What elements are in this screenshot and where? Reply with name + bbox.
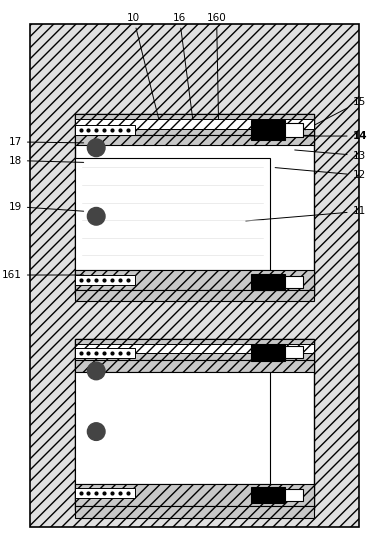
Bar [251, 343, 285, 361]
Text: 12: 12 [275, 168, 366, 180]
Text: 14: 14 [270, 131, 367, 141]
Bar [75, 275, 135, 285]
Circle shape [87, 362, 105, 380]
Bar [30, 24, 359, 527]
Bar [285, 347, 303, 358]
Text: 19: 19 [9, 202, 84, 212]
Bar [75, 372, 271, 484]
Bar [75, 135, 314, 145]
Text: 17: 17 [9, 137, 84, 147]
Bar [75, 488, 135, 498]
Bar [75, 270, 314, 290]
Bar [75, 120, 314, 129]
Circle shape [87, 139, 105, 156]
Text: 16: 16 [173, 13, 194, 126]
Bar [75, 343, 314, 353]
Bar [75, 125, 135, 135]
Text: 11: 11 [246, 207, 366, 221]
Bar [75, 114, 314, 135]
Bar [251, 120, 285, 140]
Bar [75, 360, 314, 372]
Text: 160: 160 [207, 13, 226, 118]
Bar [75, 506, 314, 518]
Bar [285, 123, 303, 137]
Bar [251, 488, 285, 503]
Text: 161: 161 [2, 270, 84, 280]
Bar [75, 339, 314, 360]
Text: 10: 10 [127, 13, 159, 121]
Bar [75, 290, 314, 301]
Bar [285, 489, 303, 501]
Bar [75, 348, 135, 358]
Bar [75, 339, 314, 510]
Bar [285, 276, 303, 288]
Bar [75, 484, 314, 506]
Circle shape [87, 423, 105, 440]
Bar [251, 274, 285, 290]
Circle shape [87, 208, 105, 225]
Bar [75, 120, 314, 129]
Bar [75, 158, 271, 270]
Text: 15: 15 [305, 97, 366, 130]
Text: 18: 18 [9, 155, 84, 165]
Text: 13: 13 [295, 150, 366, 161]
Bar [75, 114, 314, 295]
